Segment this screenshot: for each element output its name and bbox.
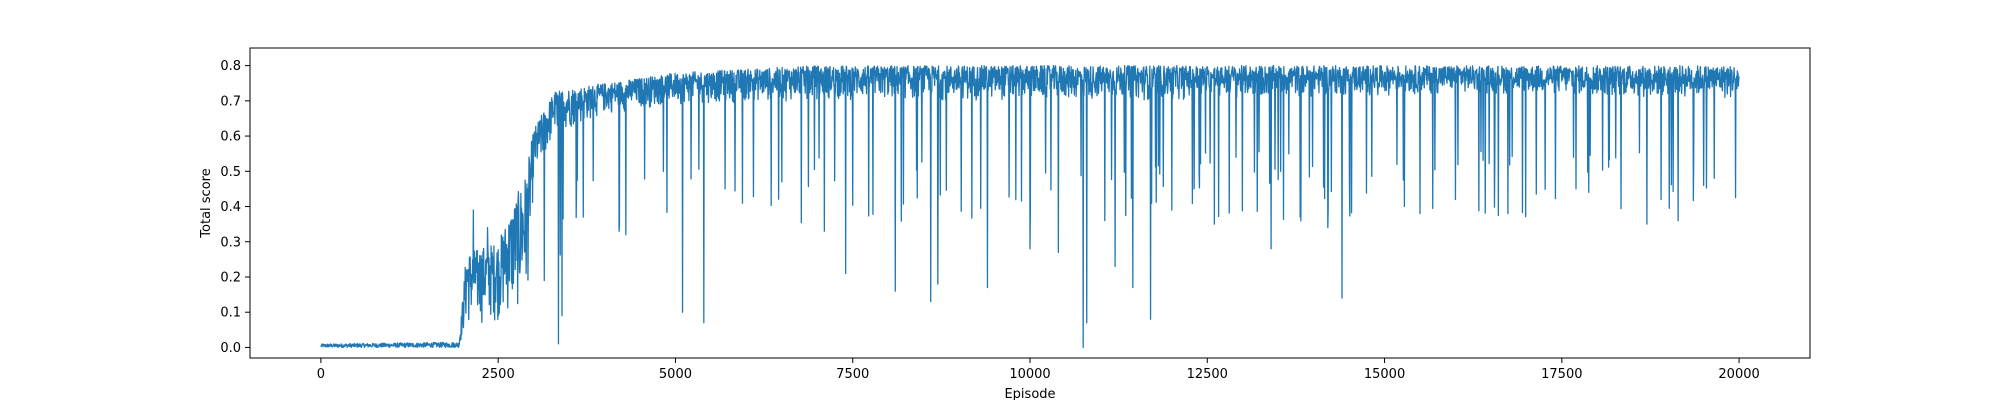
x-tick-label: 2500: [482, 367, 515, 382]
x-tick-label: 17500: [1541, 367, 1582, 382]
series-layer: [320, 64, 1740, 349]
x-tick-label: 7500: [836, 367, 869, 382]
x-tick-label: 20000: [1718, 367, 1759, 382]
y-tick-label: 0.7: [220, 94, 241, 109]
y-tick-label: 0.4: [220, 200, 241, 215]
x-tick-label: 10000: [1009, 367, 1050, 382]
y-tick-label: 0.5: [220, 165, 241, 180]
y-tick-label: 0.1: [220, 306, 241, 321]
x-tick-label: 5000: [659, 367, 692, 382]
y-axis-ticks: 0.0 0.1 0.2 0.3 0.4 0.5 0.6 0.7 0.8: [220, 59, 250, 356]
x-axis-label: Episode: [1004, 387, 1055, 400]
y-tick-label: 0.6: [220, 130, 241, 145]
x-tick-label: 15000: [1364, 367, 1405, 382]
y-axis-label: Total score: [199, 168, 214, 238]
x-tick-label: 0: [317, 367, 325, 382]
x-tick-label: 12500: [1187, 367, 1228, 382]
y-tick-label: 0.0: [220, 341, 241, 356]
series-line-total-score: [320, 64, 1740, 349]
y-tick-label: 0.2: [220, 270, 241, 285]
y-tick-label: 0.3: [220, 235, 241, 250]
x-axis-ticks: 0 2500 5000 7500 10000 12500 15000 17500 20000: [317, 358, 1760, 382]
y-tick-label: 0.8: [220, 59, 241, 74]
